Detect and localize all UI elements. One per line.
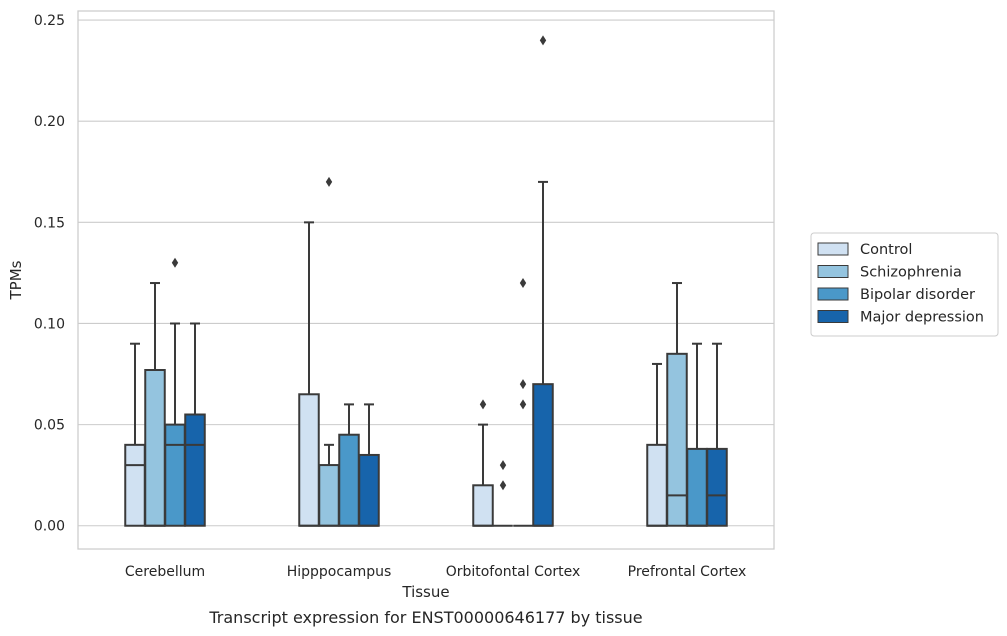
- box-iqr: [666, 352, 688, 527]
- box-major-depression: [706, 342, 728, 527]
- box-iqr: [358, 453, 380, 527]
- box-iqr: [686, 447, 708, 527]
- box-iqr: [164, 423, 186, 527]
- box-iqr: [472, 484, 494, 527]
- outlier-point: [519, 278, 527, 289]
- y-tick-label: 0.05: [34, 418, 65, 434]
- box-major-depression: [532, 35, 554, 527]
- box-iqr: [646, 443, 668, 527]
- outlier-point: [171, 257, 179, 268]
- y-tick-label: 0.25: [34, 13, 65, 29]
- y-axis-label: TPMs: [7, 260, 25, 300]
- box-control: [298, 221, 320, 527]
- box-iqr: [124, 443, 146, 527]
- box-bipolar-disorder: [513, 278, 533, 527]
- box-iqr: [298, 393, 320, 527]
- legend-label: Major depression: [860, 310, 984, 326]
- legend-swatch: [817, 265, 849, 278]
- box-major-depression: [184, 322, 206, 527]
- y-tick-label: 0.20: [34, 114, 65, 130]
- box-schizophrenia: [493, 460, 513, 527]
- outlier-point: [539, 35, 547, 46]
- x-tick-label: Cerebellum: [125, 564, 205, 580]
- box-control: [646, 362, 668, 527]
- x-tick-label: Orbitofontal Cortex: [446, 564, 581, 580]
- legend: Control Schizophrenia Bipolar disorder Majo…: [810, 232, 999, 337]
- legend-label: Control: [860, 242, 912, 258]
- box-iqr: [532, 383, 554, 527]
- x-tick-label: Prefrontal Cortex: [628, 564, 747, 580]
- box-iqr: [706, 447, 728, 527]
- outlier-point: [499, 460, 507, 471]
- box-iqr: [318, 464, 340, 527]
- box-control: [472, 399, 494, 527]
- box-iqr: [144, 369, 166, 527]
- outlier-point: [499, 480, 507, 491]
- box-iqr: [184, 413, 206, 527]
- outlier-point: [325, 176, 333, 187]
- box-bipolar-disorder: [164, 257, 186, 527]
- box-control: [124, 342, 146, 527]
- x-axis-label: Tissue: [401, 583, 449, 601]
- box-iqr: [338, 433, 360, 527]
- legend-label: Bipolar disorder: [860, 287, 975, 303]
- outlier-point: [519, 379, 527, 390]
- box-schizophrenia: [144, 282, 166, 527]
- legend-swatch: [817, 310, 849, 323]
- legend-frame: [810, 232, 999, 337]
- outlier-point: [519, 399, 527, 410]
- x-tick-label: Hipppocampus: [287, 564, 392, 580]
- box-major-depression: [358, 403, 380, 527]
- y-tick-label: 0.10: [34, 316, 65, 332]
- plot-frame: [77, 10, 775, 550]
- legend-label: Schizophrenia: [860, 265, 962, 281]
- legend-swatch: [817, 242, 849, 256]
- box-schizophrenia: [666, 282, 688, 527]
- legend-swatch: [817, 287, 849, 301]
- outlier-point: [479, 399, 487, 410]
- y-tick-label: 0.00: [34, 519, 65, 535]
- chart-caption: Transcript expression for ENST0000064617…: [208, 608, 642, 627]
- box-bipolar-disorder: [338, 403, 360, 527]
- y-axis-ticks: 0.00 0.05 0.10 0.15 0.20 0.25: [34, 13, 65, 535]
- boxes: [124, 35, 728, 527]
- box-bipolar-disorder: [686, 342, 708, 527]
- x-axis-ticks: Cerebellum Hipppocampus Orbitofontal Corte…: [125, 564, 746, 580]
- y-tick-label: 0.15: [34, 215, 65, 231]
- box-schizophrenia: [318, 176, 340, 527]
